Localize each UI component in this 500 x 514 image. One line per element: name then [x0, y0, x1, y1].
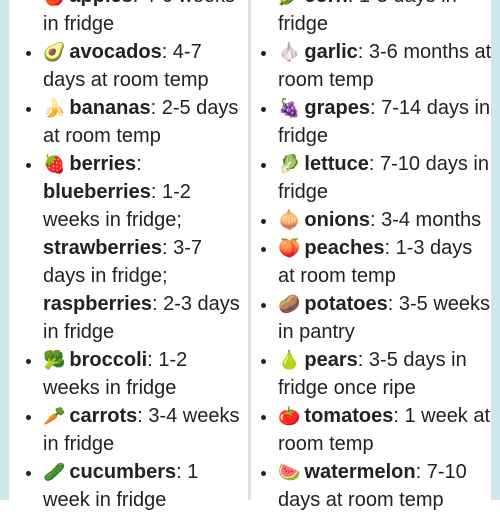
item-detail: : 1 week at room temp	[278, 405, 491, 455]
item-part: garlic: 3-6 months at room temp	[278, 41, 491, 91]
item-detail: : 7-10 days in fridge	[278, 153, 489, 203]
emoji: 🍑	[278, 238, 301, 258]
item-name: carrots	[69, 405, 138, 427]
list-item: 🥦broccoli: 1-2 weeks in fridge	[43, 346, 245, 402]
list-item: 🧄garlic: 3-6 months at room temp	[278, 38, 492, 94]
list-item: 🥒cucumbers: 1 week in fridge	[43, 458, 245, 514]
item-detail: : 3-5 weeks in pantry	[278, 293, 491, 343]
item-detail: : 3-4 months	[369, 209, 482, 231]
emoji: 🥔	[278, 294, 301, 314]
emoji: 🥕	[43, 406, 66, 426]
list-item: 🍎apples: 4-6 weeks in fridge	[43, 0, 245, 38]
item-part: peaches: 1-3 days at room temp	[278, 237, 472, 287]
item-name: avocados	[69, 41, 162, 63]
emoji: 🥑	[43, 42, 66, 62]
item-name: apples	[69, 0, 132, 7]
item-name: garlic	[304, 41, 358, 63]
list-item: 🍌bananas: 2-5 days at room temp	[43, 94, 245, 150]
list-item: 🍅tomatoes: 1 week at room temp	[278, 402, 492, 458]
list-item: 🥕carrots: 3-4 weeks in fridge	[43, 402, 245, 458]
item-detail: : 2-5 days at room temp	[43, 97, 239, 147]
item-part: bananas: 2-5 days at room temp	[43, 97, 238, 147]
emoji: 🥬	[278, 154, 301, 174]
item-name: lettuce	[304, 153, 369, 175]
item-detail: : 3-5 days in fridge once ripe	[278, 349, 467, 399]
list-item: 🧅onions: 3-4 months	[278, 206, 492, 234]
left-edge	[0, 0, 9, 500]
item-detail: : 3-7 days in fridge;	[43, 237, 202, 287]
list-item: 🍑peaches: 1-3 days at room temp	[278, 234, 492, 290]
emoji: 🥒	[43, 462, 66, 482]
emoji: 🍓	[43, 154, 66, 174]
emoji: 🍉	[278, 462, 301, 482]
right-edge	[491, 0, 500, 500]
item-detail: : 3-6 months at room temp	[278, 41, 492, 91]
item-part: apples: 4-6 weeks in fridge	[43, 0, 235, 35]
item-part: broccoli: 1-2 weeks in fridge	[43, 349, 187, 399]
produce-list: 🍎apples: 4-6 weeks in fridge🥑avocados: 4…	[43, 0, 245, 514]
item-name: tomatoes	[304, 405, 394, 427]
item-part: carrots: 3-4 weeks in fridge	[43, 405, 240, 455]
emoji: 🌽	[278, 0, 300, 6]
item-part: cucumbers: 1 week in fridge	[43, 461, 198, 511]
item-part: avocados: 4-7 days at room temp	[43, 41, 209, 91]
item-detail: : 1-3 days in fridge	[278, 0, 457, 35]
item-name: bananas	[69, 97, 151, 119]
item-part: onions: 3-4 months	[304, 209, 481, 231]
item-detail: : 1-3 days at room temp	[278, 237, 473, 287]
item-detail: : 1-2 weeks in fridge	[43, 349, 188, 399]
item-part: raspberries: 2-3 days in fridge	[43, 290, 245, 346]
item-name: watermelon	[304, 461, 416, 483]
item-part: potatoes: 3-5 weeks in pantry	[278, 293, 490, 343]
item-part: strawberries: 3-7 days in fridge;	[43, 234, 245, 290]
item-detail: : 2-3 days in fridge	[43, 293, 240, 343]
list-item: 🥔potatoes: 3-5 weeks in pantry	[278, 290, 492, 346]
list-item: 🍉watermelon: 7-10 days at room temp	[278, 458, 492, 514]
item-part: blueberries: 1-2 weeks in fridge;	[43, 178, 245, 234]
list-item: 🥬lettuce: 7-10 days in fridge	[278, 150, 492, 206]
item-name: pears	[304, 349, 358, 371]
item-part: tomatoes: 1 week at room temp	[278, 405, 490, 455]
item-part: corn: 1-3 days in fridge	[278, 0, 457, 35]
item-detail: : 4-6 weeks in fridge	[43, 0, 235, 35]
item-name: cucumbers	[69, 461, 177, 483]
item-part: watermelon: 7-10 days at room temp	[278, 461, 467, 511]
item-name: peaches	[304, 237, 385, 259]
item-name: berries	[69, 153, 137, 175]
item-name: potatoes	[304, 293, 388, 315]
item-part: pears: 3-5 days in fridge once ripe	[278, 349, 467, 399]
item-name: onions	[304, 209, 370, 231]
emoji: 🍅	[278, 406, 301, 426]
item-name: strawberries	[43, 237, 162, 259]
item-part: grapes: 7-14 days in fridge	[278, 97, 490, 147]
item-detail: :	[136, 153, 142, 175]
emoji: 🧅	[278, 210, 301, 230]
item-part: lettuce: 7-10 days in fridge	[278, 153, 489, 203]
item-name: grapes	[304, 97, 371, 119]
emoji: 🧄	[278, 42, 301, 62]
emoji: 🥦	[43, 350, 66, 370]
list-item: 🥑avocados: 4-7 days at room temp	[43, 38, 245, 94]
item-detail: : 4-7 days at room temp	[43, 41, 209, 91]
item-name: corn	[304, 0, 347, 7]
item-name: blueberries	[43, 181, 151, 203]
item-detail: : 1-2 weeks in fridge;	[43, 181, 191, 231]
page: 🍎apples: 4-6 weeks in fridge🥑avocados: 4…	[0, 0, 500, 500]
item-detail: : 7-14 days in fridge	[278, 97, 491, 147]
list-item: 🌽corn: 1-3 days in fridge	[278, 0, 492, 38]
item-name: broccoli	[69, 349, 148, 371]
list-item: 🍓berries: blueberries: 1-2 weeks in fridg…	[43, 150, 245, 346]
list-item: 🍐pears: 3-5 days in fridge once ripe	[278, 346, 492, 402]
column-divider	[248, 0, 251, 500]
emoji: 🍎	[43, 0, 65, 6]
emoji: 🍇	[278, 98, 301, 118]
emoji: 🍌	[43, 98, 66, 118]
item-part: berries:	[69, 153, 141, 175]
list-item: 🍇grapes: 7-14 days in fridge	[278, 94, 492, 150]
item-detail: : 3-4 weeks in fridge	[43, 405, 240, 455]
item-name: raspberries	[43, 293, 152, 315]
produce-list: 🌽corn: 1-3 days in fridge🧄garlic: 3-6 mo…	[278, 0, 492, 514]
emoji: 🍐	[278, 350, 301, 370]
